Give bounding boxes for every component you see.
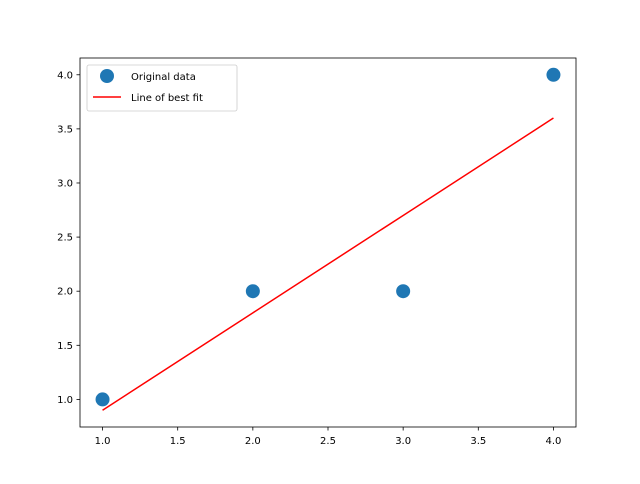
y-tick-label: 1.5 [57,341,73,352]
axes-frame [79,57,577,428]
legend-box [86,64,238,112]
data-point [245,284,260,299]
legend-label-line-of-best-fit: Line of best fit [131,93,203,104]
x-tick-label: 2.0 [245,436,261,447]
x-axis: 1.0 1.5 2.0 2.5 3.0 3.5 4.0 [95,427,562,447]
y-tick-label: 4.0 [57,70,73,81]
x-tick-label: 1.5 [170,436,186,447]
x-tick-label: 4.0 [546,436,562,447]
data-point [95,392,110,407]
x-tick-label: 1.0 [95,436,111,447]
plot-marks [95,67,561,411]
y-tick-label: 3.0 [57,178,73,189]
legend-marker-original-data [100,69,114,83]
y-tick-label: 2.0 [57,287,73,298]
legend-label-original-data: Original data [131,72,196,83]
x-tick-label: 2.5 [320,436,336,447]
y-tick-label: 3.5 [57,124,73,135]
y-axis: 1.0 1.5 2.0 2.5 3.0 3.5 4.0 [57,70,80,406]
y-tick-label: 1.0 [57,395,73,406]
data-point [546,67,561,82]
best-fit-line [102,117,554,411]
y-tick-label: 2.5 [57,233,73,244]
x-tick-label: 3.5 [470,436,486,447]
legend: Original data Line of best fit [86,64,238,112]
data-point [396,284,411,299]
x-tick-label: 3.0 [395,436,411,447]
